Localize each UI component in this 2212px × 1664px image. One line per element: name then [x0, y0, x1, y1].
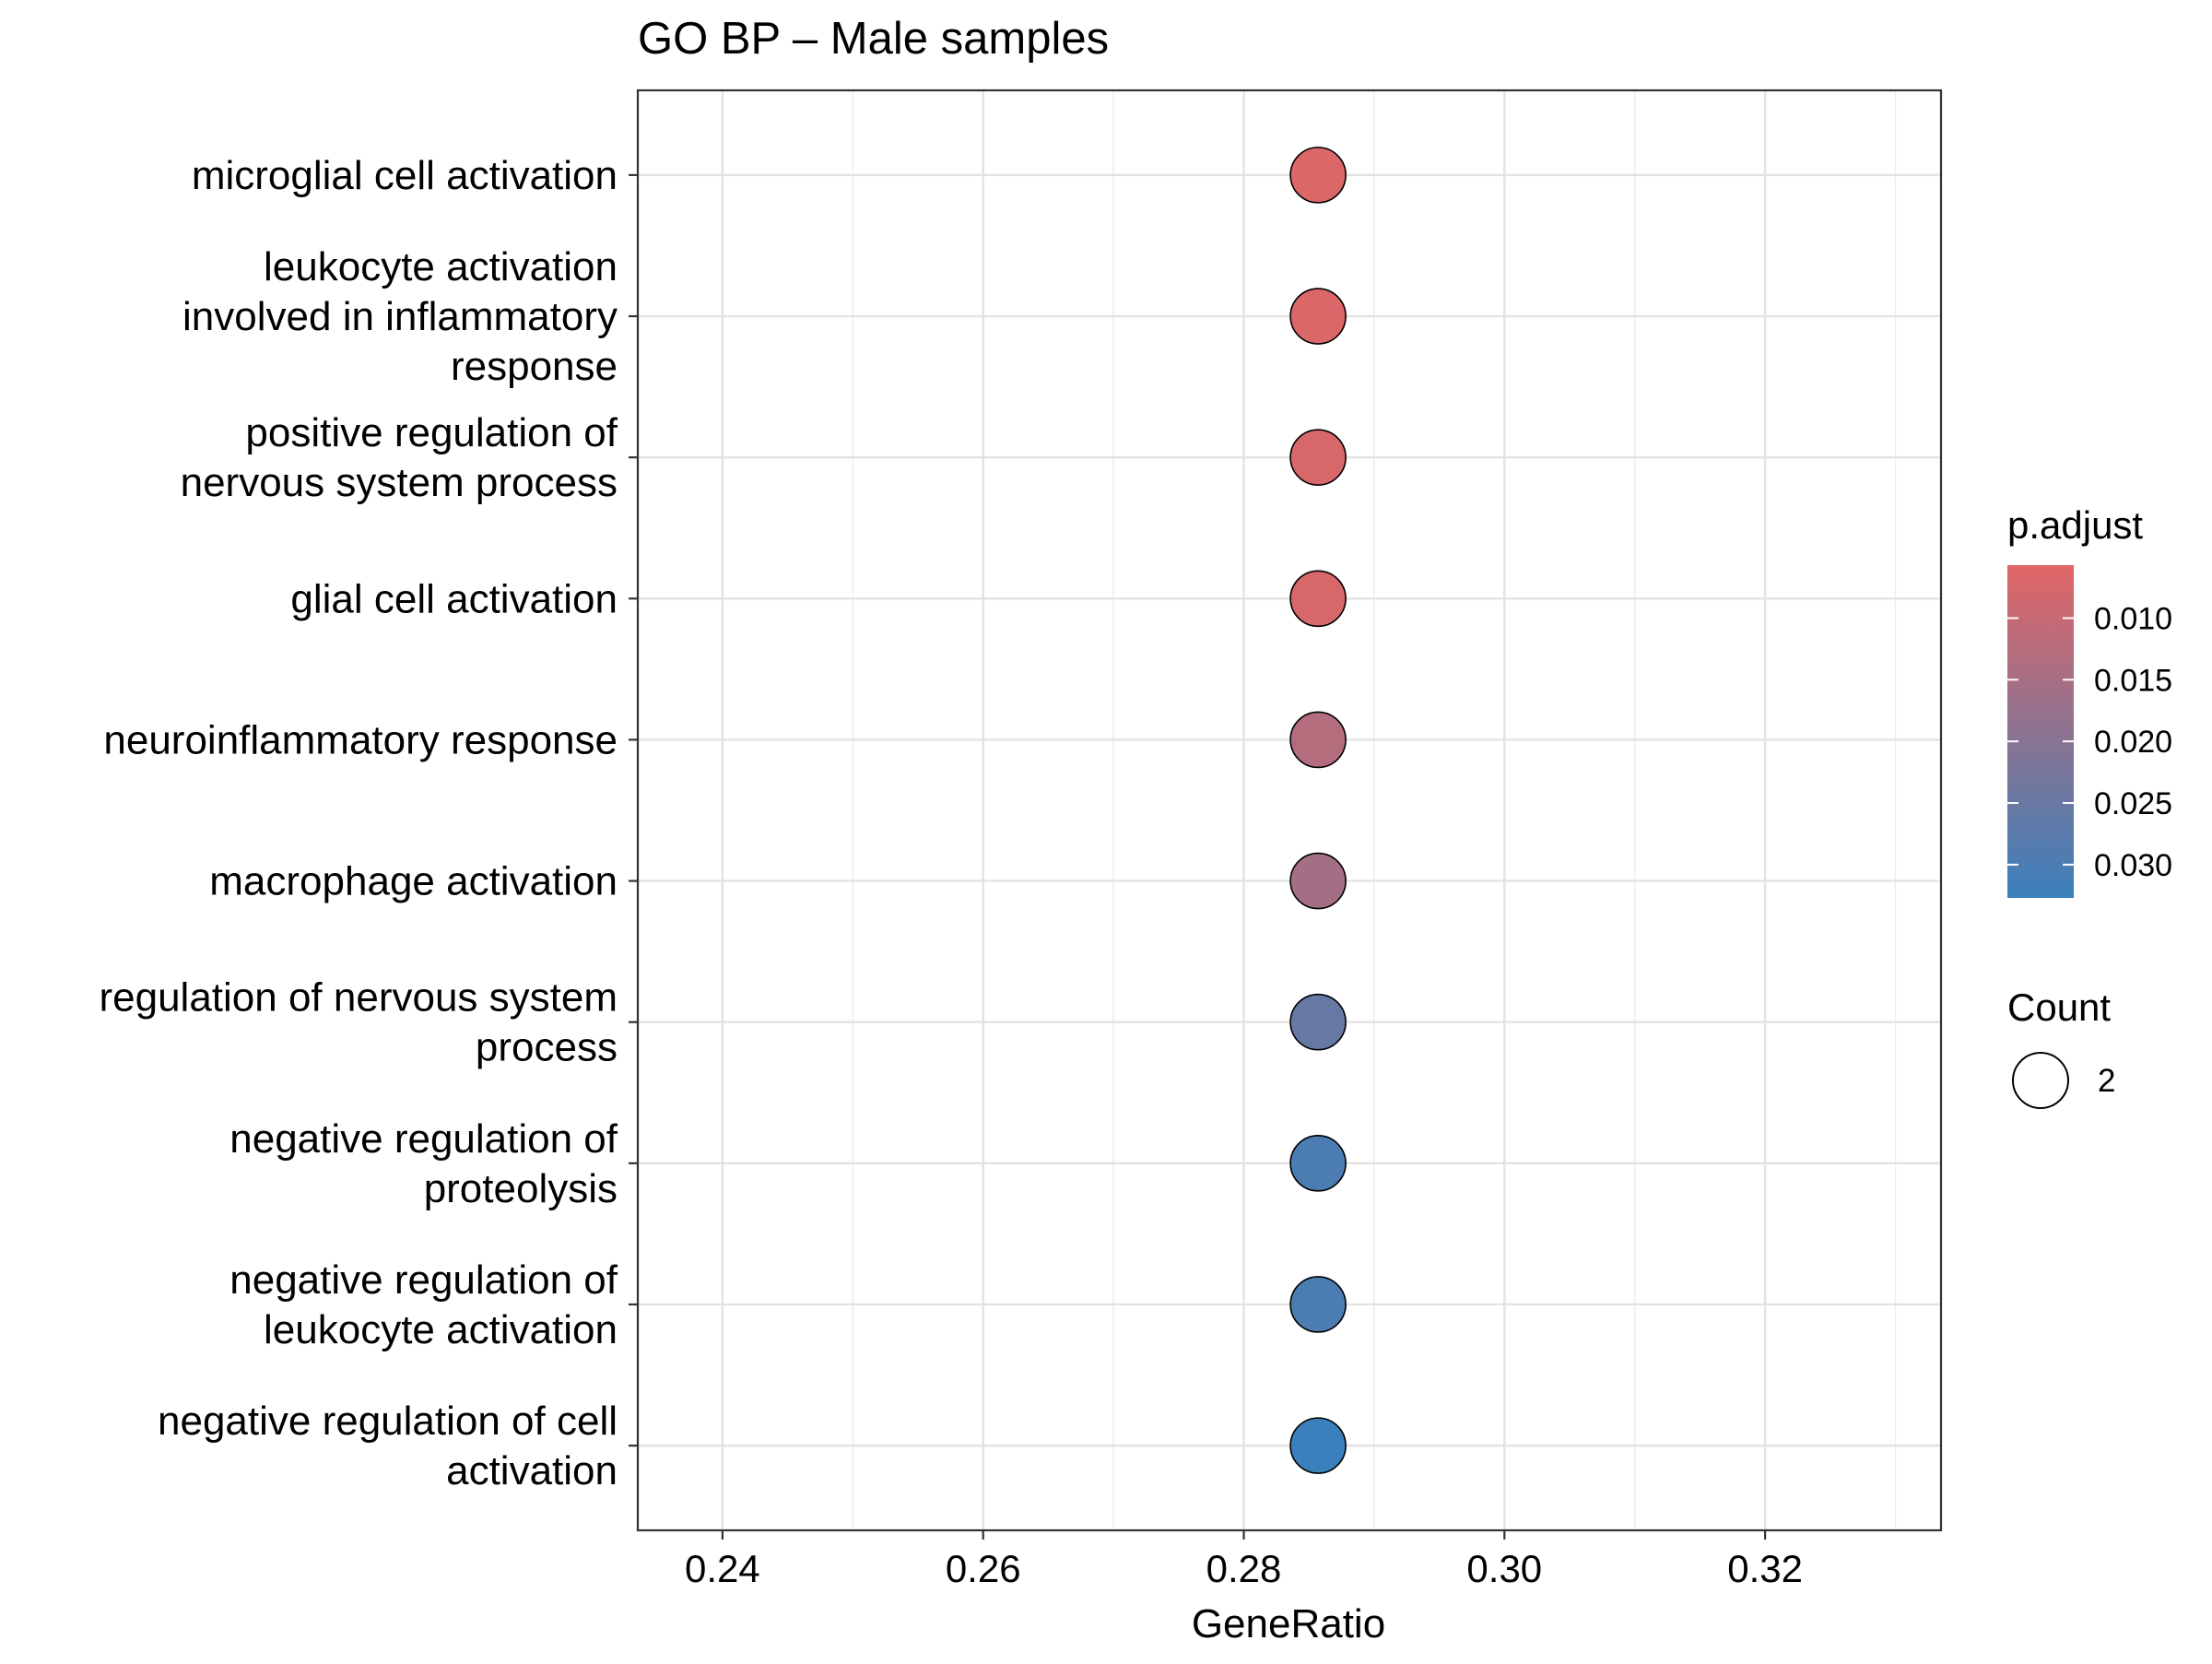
size-legend-label: 2 [2098, 1063, 2115, 1099]
y-tick-label: positive regulation of nervous system pro… [181, 410, 618, 505]
y-tick-label: regulation of nervous system process [99, 975, 618, 1070]
y-tick-label: microglial cell activation [192, 153, 618, 198]
color-legend-ticks: 0.010 0.015 0.020 0.025 0.030 [2007, 601, 2172, 883]
y-tick-label-line: negative regulation of cell [158, 1398, 618, 1444]
x-axis-label: GeneRatio [1192, 1601, 1385, 1646]
y-tick-label-line: leukocyte activation [264, 1307, 618, 1352]
x-tick-label: 0.32 [1727, 1547, 1803, 1590]
y-tick-label-line: glial cell activation [290, 576, 618, 621]
data-point [1289, 570, 1347, 628]
y-tick-label-line: negative regulation of [229, 1257, 618, 1303]
y-tick-label-line: microglial cell activation [192, 153, 618, 198]
y-tick-label: neuroinflammatory response [103, 717, 618, 762]
x-tick-label: 0.26 [946, 1547, 1021, 1590]
color-legend-title: p.adjust [2007, 503, 2143, 547]
points [1289, 147, 1347, 1474]
x-tick-label: 0.24 [685, 1547, 760, 1590]
y-tick-label-line: positive regulation of [245, 410, 618, 455]
data-point [1289, 852, 1347, 910]
y-tick-label-line: neuroinflammatory response [103, 717, 618, 762]
color-legend-tick-label: 0.010 [2094, 601, 2172, 636]
size-legend-circle [2012, 1052, 2069, 1109]
data-point [1289, 993, 1347, 1051]
panel-border [636, 89, 1943, 1532]
y-tick-label: negative regulation of proteolysis [229, 1116, 618, 1211]
y-tick-label-line: proteolysis [424, 1166, 618, 1211]
axes: 0.24 0.26 0.28 0.30 0.32 microglial cell acti… [99, 153, 1803, 1590]
x-tick-label: 0.30 [1466, 1547, 1542, 1590]
color-legend-tick-label: 0.015 [2094, 663, 2172, 698]
data-point [1289, 1417, 1347, 1474]
color-legend-tick-label: 0.020 [2094, 725, 2172, 760]
chart-title: GO BP – Male samples [638, 14, 1109, 64]
y-tick-label-line: nervous system process [181, 460, 618, 505]
data-point [1289, 288, 1347, 345]
color-legend-tick-label: 0.025 [2094, 786, 2172, 821]
data-point [1289, 1276, 1347, 1333]
y-tick-label: negative regulation of cell activation [158, 1398, 618, 1493]
y-tick-label: negative regulation of leukocyte activati… [229, 1257, 618, 1352]
y-tick-label-line: macrophage activation [209, 859, 618, 904]
size-legend-title: Count [2007, 985, 2111, 1029]
x-tick-label: 0.28 [1206, 1547, 1282, 1590]
y-tick-label-line: process [476, 1025, 618, 1070]
color-legend-tick-label: 0.030 [2094, 848, 2172, 883]
y-tick-label: macrophage activation [209, 859, 618, 904]
data-point [1289, 1135, 1347, 1192]
y-tick-label: leukocyte activation involved in inflamma… [182, 244, 618, 389]
data-point [1289, 429, 1347, 486]
y-tick-label-line: regulation of nervous system [99, 975, 618, 1021]
color-legend-bar [2007, 565, 2074, 898]
y-tick-label-line: involved in inflammatory [182, 294, 618, 339]
grid [638, 90, 1941, 1530]
y-tick-label: glial cell activation [290, 576, 618, 621]
data-point [1289, 147, 1347, 204]
y-tick-label-line: response [451, 344, 618, 389]
y-tick-label-line: activation [446, 1448, 618, 1493]
y-tick-label-line: leukocyte activation [264, 244, 618, 289]
y-tick-label-line: negative regulation of [229, 1116, 618, 1162]
data-point [1289, 711, 1347, 769]
